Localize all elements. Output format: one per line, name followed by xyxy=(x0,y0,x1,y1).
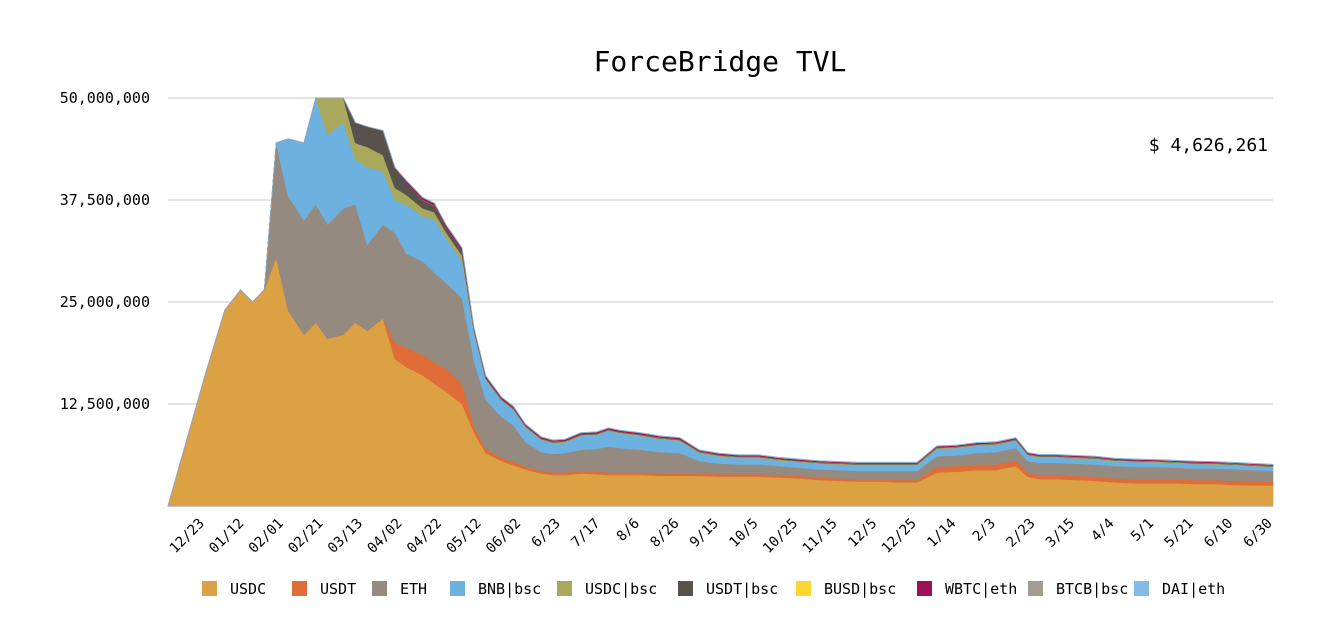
legend-item[interactable]: DAI|eth xyxy=(1134,580,1225,598)
legend-label: USDT xyxy=(320,580,356,598)
legend-swatch xyxy=(796,581,811,596)
area-dai-eth xyxy=(167,97,1274,507)
legend-label: BTCB|bsc xyxy=(1056,580,1128,598)
x-tick-label: 7/17 xyxy=(568,516,603,551)
x-tick-label: 12/25 xyxy=(879,516,920,557)
x-tick-label: 4/4 xyxy=(1088,516,1117,545)
legend-label: USDT|bsc xyxy=(706,580,778,598)
legend-swatch xyxy=(917,581,932,596)
x-tick-label: 9/15 xyxy=(687,516,722,551)
legend-item[interactable]: USDT|bsc xyxy=(678,580,778,598)
legend: USDC USDT ETH BNB|bsc USDC|bsc USDT|bsc BUSD|b… xyxy=(202,580,1225,598)
x-tick-label: 06/02 xyxy=(483,516,524,557)
legend-item[interactable]: BNB|bsc xyxy=(450,580,541,598)
y-axis-ticks: 12,500,000 25,000,000 37,500,000 50,000,000 xyxy=(60,89,150,413)
x-tick-label: 04/02 xyxy=(364,516,405,557)
x-tick-label: 10/25 xyxy=(760,516,801,557)
x-tick-label: 02/01 xyxy=(246,516,287,557)
legend-swatch xyxy=(202,581,217,596)
legend-swatch xyxy=(1134,581,1149,596)
x-tick-label: 05/12 xyxy=(444,516,485,557)
x-tick-label: 03/13 xyxy=(325,516,366,557)
y-tick-label: 25,000,000 xyxy=(60,293,150,311)
x-tick-label: 6/10 xyxy=(1201,516,1236,551)
legend-swatch xyxy=(450,581,465,596)
legend-item[interactable]: BTCB|bsc xyxy=(1028,580,1128,598)
y-tick-label: 37,500,000 xyxy=(60,191,150,209)
x-tick-label: 5/1 xyxy=(1128,516,1157,545)
x-axis-ticks: 12/2301/1202/0102/2103/1304/0204/2205/12… xyxy=(167,516,1276,557)
legend-swatch xyxy=(1028,581,1043,596)
legend-label: ETH xyxy=(400,580,427,598)
y-tick-label: 50,000,000 xyxy=(60,89,150,107)
x-tick-label: 12/5 xyxy=(845,516,880,551)
x-tick-label: 01/12 xyxy=(206,516,247,557)
x-tick-label: 04/22 xyxy=(404,516,445,557)
x-tick-label: 02/21 xyxy=(285,516,326,557)
legend-item[interactable]: BUSD|bsc xyxy=(796,580,896,598)
x-tick-label: 12/23 xyxy=(167,516,208,557)
legend-item[interactable]: USDT xyxy=(292,580,356,598)
legend-item[interactable]: ETH xyxy=(372,580,427,598)
x-tick-label: 8/26 xyxy=(647,516,682,551)
total-tvl-annotation: $ 4,626,261 xyxy=(1149,135,1268,156)
legend-swatch xyxy=(678,581,693,596)
legend-label: USDC xyxy=(230,580,266,598)
x-tick-label: 1/14 xyxy=(924,516,959,551)
x-tick-label: 10/5 xyxy=(726,516,761,551)
legend-swatch xyxy=(557,581,572,596)
x-tick-label: 2/3 xyxy=(970,516,999,545)
x-tick-label: 2/23 xyxy=(1003,516,1038,551)
legend-label: BNB|bsc xyxy=(478,580,541,598)
legend-label: USDC|bsc xyxy=(585,580,657,598)
y-tick-label: 12,500,000 xyxy=(60,395,150,413)
x-tick-label: 3/15 xyxy=(1043,516,1078,551)
legend-swatch xyxy=(372,581,387,596)
legend-label: BUSD|bsc xyxy=(824,580,896,598)
x-tick-label: 6/23 xyxy=(529,516,564,551)
legend-item[interactable]: USDC|bsc xyxy=(557,580,657,598)
x-tick-label: 11/15 xyxy=(800,516,841,557)
legend-item[interactable]: WBTC|eth xyxy=(917,580,1017,598)
legend-item[interactable]: USDC xyxy=(202,580,266,598)
chart-title: ForceBridge TVL xyxy=(594,45,847,78)
x-tick-label: 6/30 xyxy=(1241,516,1276,551)
legend-swatch xyxy=(292,581,307,596)
legend-label: WBTC|eth xyxy=(945,580,1017,598)
legend-label: DAI|eth xyxy=(1162,580,1225,598)
x-tick-label: 5/21 xyxy=(1162,516,1197,551)
x-tick-label: 8/6 xyxy=(614,516,643,545)
